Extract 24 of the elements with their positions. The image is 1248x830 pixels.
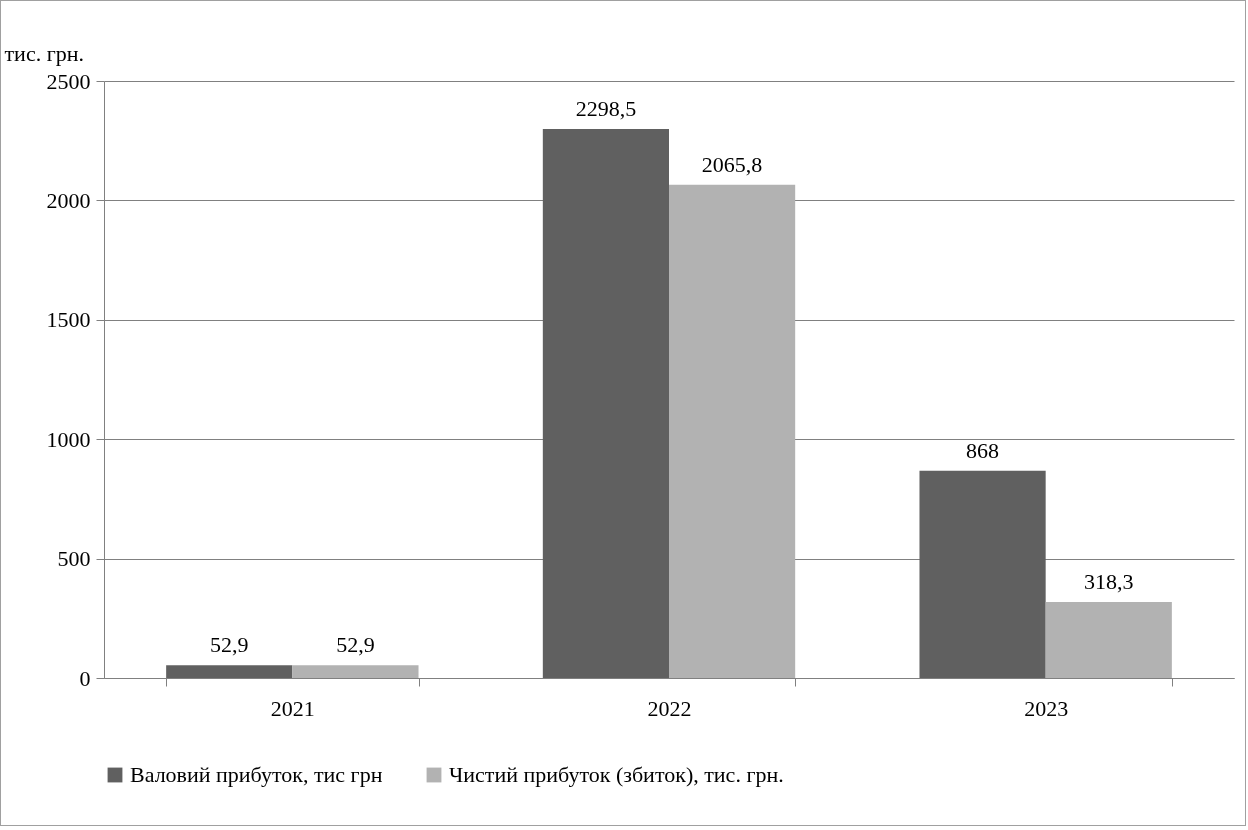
y-tick-label: 1500 bbox=[46, 307, 91, 333]
data-label: 318,3 bbox=[1084, 568, 1134, 594]
x-tick-label: 2023 bbox=[1024, 695, 1069, 721]
bar bbox=[292, 665, 419, 678]
data-label: 52,9 bbox=[209, 632, 249, 658]
x-tick-label: 2021 bbox=[270, 695, 315, 721]
data-label: 2298,5 bbox=[575, 96, 637, 122]
data-label: 2065,8 bbox=[701, 151, 763, 177]
legend-label: Валовий прибуток, тис грн bbox=[130, 762, 383, 787]
bar bbox=[1045, 601, 1172, 678]
data-label: 868 bbox=[966, 437, 1000, 463]
y-tick-label: 0 bbox=[79, 665, 91, 691]
bar bbox=[166, 665, 293, 678]
y-tick-label: 500 bbox=[57, 546, 91, 572]
y-axis-title: тис. грн. bbox=[4, 40, 84, 66]
bar bbox=[542, 129, 669, 678]
x-tick-label: 2022 bbox=[647, 695, 692, 721]
bar bbox=[919, 470, 1046, 678]
y-tick-label: 1000 bbox=[46, 426, 91, 452]
data-label: 52,9 bbox=[336, 632, 375, 658]
y-tick-label: 2000 bbox=[46, 187, 91, 213]
bar bbox=[669, 184, 796, 678]
y-tick-label: 2500 bbox=[46, 68, 91, 94]
legend-label: Чистий прибуток (збиток), тис. грн. bbox=[449, 762, 784, 787]
